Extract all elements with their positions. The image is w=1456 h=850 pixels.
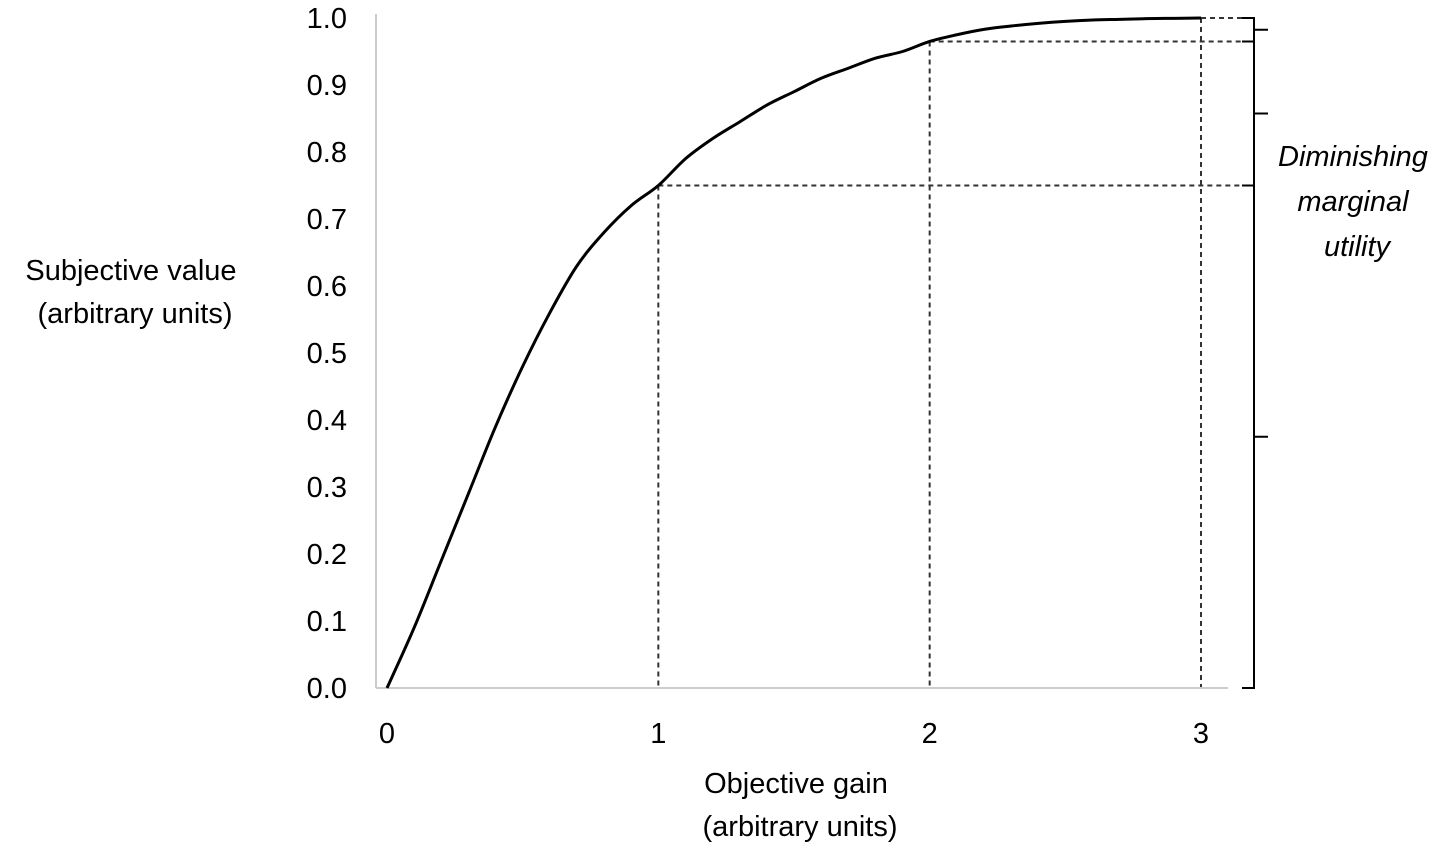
annotation-brackets <box>1242 17 1268 689</box>
x-tick-label: 3 <box>1193 718 1209 750</box>
y-tick-label: 0.0 <box>307 673 347 705</box>
y-tick-labels: 0.0 0.1 0.2 0.3 0.4 0.5 0.6 0.7 0.8 0.9 1.0 <box>307 3 347 705</box>
x-tick-label: 0 <box>379 718 395 750</box>
y-tick-label: 0.5 <box>307 338 347 370</box>
guide-lines <box>657 17 1252 688</box>
y-tick-label: 0.8 <box>307 137 347 169</box>
annotation-label: Diminishing marginal utility <box>1278 141 1436 263</box>
y-axis-title: Subjective value (arbitrary units) <box>25 255 244 330</box>
x-tick-label: 1 <box>650 718 666 750</box>
y-tick-label: 0.3 <box>307 472 347 504</box>
annotation-bracket <box>1242 40 1268 187</box>
y-axis-title-line-2: (arbitrary units) <box>38 298 233 330</box>
y-tick-label: 0.2 <box>307 539 347 571</box>
utility-curve <box>385 16 1202 689</box>
y-tick-label: 0.7 <box>307 204 347 236</box>
annotation-line-1: Diminishing <box>1278 141 1428 173</box>
annotation-line-3: utility <box>1324 231 1392 263</box>
annotation-line-2: marginal <box>1297 186 1410 218</box>
y-axis-title-line-1: Subjective value <box>25 255 236 287</box>
y-tick-label: 0.6 <box>307 271 347 303</box>
x-axis-title-line-2: (arbitrary units) <box>703 811 898 843</box>
x-tick-label: 2 <box>922 718 938 750</box>
annotation-bracket <box>1242 17 1268 43</box>
y-tick-label: 1.0 <box>307 3 347 35</box>
y-tick-label: 0.4 <box>307 405 347 437</box>
x-tick-labels: 0 1 2 3 <box>379 718 1209 750</box>
y-tick-label: 0.9 <box>307 70 347 102</box>
axes <box>375 14 1228 689</box>
x-axis-title-line-1: Objective gain <box>704 768 888 800</box>
annotation-bracket <box>1242 184 1268 689</box>
y-tick-label: 0.1 <box>307 606 347 638</box>
x-axis-title: Objective gain (arbitrary units) <box>703 768 898 843</box>
